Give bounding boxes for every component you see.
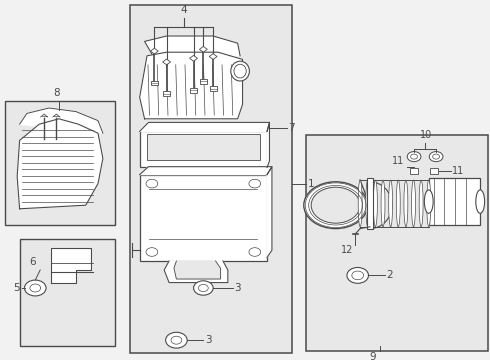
Polygon shape — [140, 52, 243, 119]
Circle shape — [304, 182, 368, 229]
Circle shape — [352, 271, 364, 280]
Ellipse shape — [231, 61, 249, 81]
Polygon shape — [53, 114, 60, 117]
Ellipse shape — [419, 180, 423, 227]
Circle shape — [30, 284, 41, 292]
Circle shape — [433, 154, 440, 159]
Polygon shape — [267, 122, 270, 167]
Bar — [20, 239, 115, 346]
Bar — [147, 134, 260, 160]
Bar — [430, 168, 438, 174]
Ellipse shape — [234, 64, 246, 78]
Text: 9: 9 — [369, 352, 376, 360]
Text: 4: 4 — [180, 5, 187, 15]
Polygon shape — [164, 261, 228, 283]
Bar — [200, 79, 207, 84]
Text: 3: 3 — [234, 283, 241, 293]
Polygon shape — [150, 48, 158, 54]
Circle shape — [198, 284, 208, 292]
Circle shape — [166, 332, 187, 348]
Polygon shape — [140, 122, 270, 131]
Text: 8: 8 — [53, 88, 60, 98]
Text: 3: 3 — [205, 335, 212, 345]
Circle shape — [24, 280, 46, 296]
Ellipse shape — [373, 180, 377, 227]
Polygon shape — [41, 114, 48, 117]
Polygon shape — [199, 46, 207, 52]
Bar — [5, 101, 115, 225]
Text: 11: 11 — [452, 166, 464, 176]
Bar — [140, 131, 267, 167]
Circle shape — [429, 152, 443, 162]
Polygon shape — [20, 108, 103, 133]
Polygon shape — [209, 54, 217, 59]
Text: 1: 1 — [308, 179, 315, 189]
Ellipse shape — [389, 180, 392, 227]
Text: 11: 11 — [392, 156, 404, 166]
Ellipse shape — [412, 180, 416, 227]
Circle shape — [194, 281, 213, 295]
Polygon shape — [51, 248, 91, 283]
Circle shape — [171, 336, 182, 344]
Polygon shape — [17, 119, 103, 209]
Bar — [163, 91, 170, 96]
Ellipse shape — [424, 190, 433, 213]
Circle shape — [249, 179, 261, 188]
Bar — [130, 5, 292, 353]
Polygon shape — [267, 167, 272, 257]
Bar — [140, 175, 267, 261]
Circle shape — [146, 248, 158, 256]
Text: 12: 12 — [341, 245, 353, 255]
Polygon shape — [174, 261, 220, 279]
Polygon shape — [163, 59, 171, 65]
Bar — [151, 81, 158, 85]
Ellipse shape — [381, 180, 385, 227]
Circle shape — [249, 248, 261, 256]
Circle shape — [407, 152, 421, 162]
Bar — [190, 88, 197, 93]
Text: 6: 6 — [29, 257, 36, 267]
Bar — [306, 135, 488, 351]
Polygon shape — [190, 55, 197, 61]
Circle shape — [146, 179, 158, 188]
Ellipse shape — [366, 180, 370, 227]
Ellipse shape — [358, 180, 362, 227]
Circle shape — [347, 267, 368, 283]
Text: 7: 7 — [288, 123, 294, 133]
Bar — [367, 178, 373, 229]
Text: 2: 2 — [386, 270, 393, 280]
Ellipse shape — [404, 180, 408, 227]
Ellipse shape — [427, 180, 431, 227]
Circle shape — [411, 154, 417, 159]
Bar — [410, 168, 418, 174]
Polygon shape — [145, 36, 240, 56]
Bar — [210, 86, 217, 91]
Circle shape — [311, 187, 360, 223]
Ellipse shape — [476, 190, 485, 213]
Polygon shape — [140, 167, 272, 175]
Text: 5: 5 — [13, 283, 20, 293]
Ellipse shape — [396, 180, 400, 227]
Text: 10: 10 — [420, 130, 433, 140]
Bar — [429, 178, 480, 225]
